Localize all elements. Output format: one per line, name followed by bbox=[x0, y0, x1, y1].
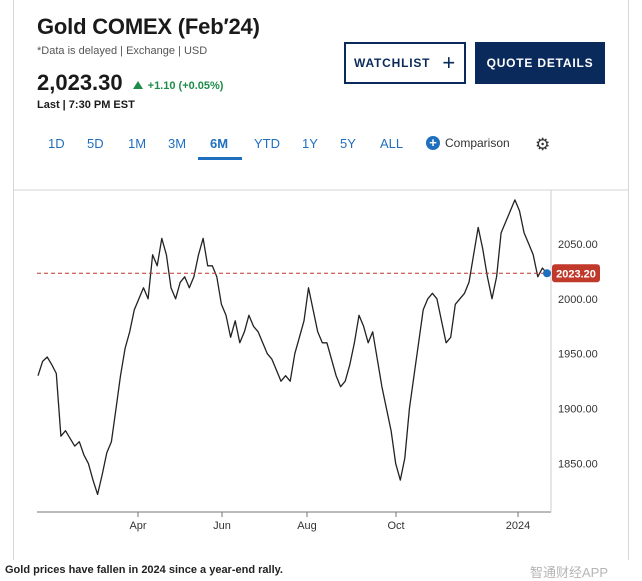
tab-3m[interactable]: 3M bbox=[168, 136, 187, 151]
price-series-line bbox=[37, 199, 548, 496]
plus-circle-icon: + bbox=[426, 136, 440, 150]
watermark: 智通财经APP bbox=[530, 565, 609, 580]
y-tick-label: 1950.00 bbox=[558, 349, 598, 361]
tab-1m[interactable]: 1M bbox=[128, 136, 147, 151]
quote-details-button[interactable]: QUOTE DETAILS bbox=[475, 42, 605, 84]
last-price: 2,023.30 bbox=[37, 70, 123, 95]
plus-icon: + bbox=[442, 50, 456, 75]
y-tick-label: 2000.00 bbox=[558, 294, 598, 306]
tab-1y[interactable]: 1Y bbox=[302, 136, 318, 151]
gear-icon[interactable]: ⚙ bbox=[535, 135, 551, 154]
x-tick-label: Oct bbox=[387, 520, 404, 532]
tab-5y[interactable]: 5Y bbox=[340, 136, 356, 151]
watchlist-button[interactable]: WATCHLIST + bbox=[344, 42, 466, 84]
watchlist-label: WATCHLIST bbox=[354, 56, 431, 70]
comparison-label: Comparison bbox=[445, 136, 510, 150]
tab-ytd[interactable]: YTD bbox=[254, 136, 280, 151]
last-price-dot bbox=[543, 269, 551, 278]
figure-caption: Gold prices have fallen in 2024 since a … bbox=[5, 564, 283, 576]
x-tick-label: Aug bbox=[297, 520, 317, 532]
last-price-label: 2023.20 bbox=[556, 268, 596, 280]
active-tab-indicator bbox=[198, 157, 242, 160]
tab-6m[interactable]: 6M bbox=[210, 136, 229, 151]
x-tick-label: 2024 bbox=[506, 520, 530, 532]
chart-panel-frame bbox=[13, 0, 629, 560]
y-tick-label: 1850.00 bbox=[558, 459, 598, 471]
page-title: Gold COMEX (Feb′24) bbox=[37, 14, 260, 39]
y-tick-label: 1900.00 bbox=[558, 404, 598, 416]
up-arrow-icon bbox=[132, 81, 143, 89]
tab-all[interactable]: ALL bbox=[380, 136, 404, 151]
x-tick-label: Jun bbox=[213, 520, 231, 532]
price-chart: 1850.00 1900.00 1950.00 2000.00 2050.00 Apr Ju… bbox=[13, 189, 629, 532]
last-update-time: Last | 7:30 PM EST bbox=[37, 99, 135, 111]
price-change: +1.10 (+0.05%) bbox=[132, 80, 224, 92]
x-tick-label: Apr bbox=[129, 520, 146, 532]
price-change-value: +1.10 (+0.05%) bbox=[147, 80, 224, 92]
tab-1d[interactable]: 1D bbox=[48, 136, 65, 151]
price-row: 2,023.30 +1.10 (+0.05%) bbox=[37, 70, 223, 96]
tab-5d[interactable]: 5D bbox=[87, 136, 104, 151]
last-price-tag bbox=[552, 264, 600, 283]
comparison-button[interactable]: + Comparison bbox=[426, 136, 510, 150]
y-tick-label: 2050.00 bbox=[558, 239, 598, 251]
data-delay-note: *Data is delayed | Exchange | USD bbox=[37, 45, 208, 57]
quote-details-label: QUOTE DETAILS bbox=[486, 56, 594, 70]
